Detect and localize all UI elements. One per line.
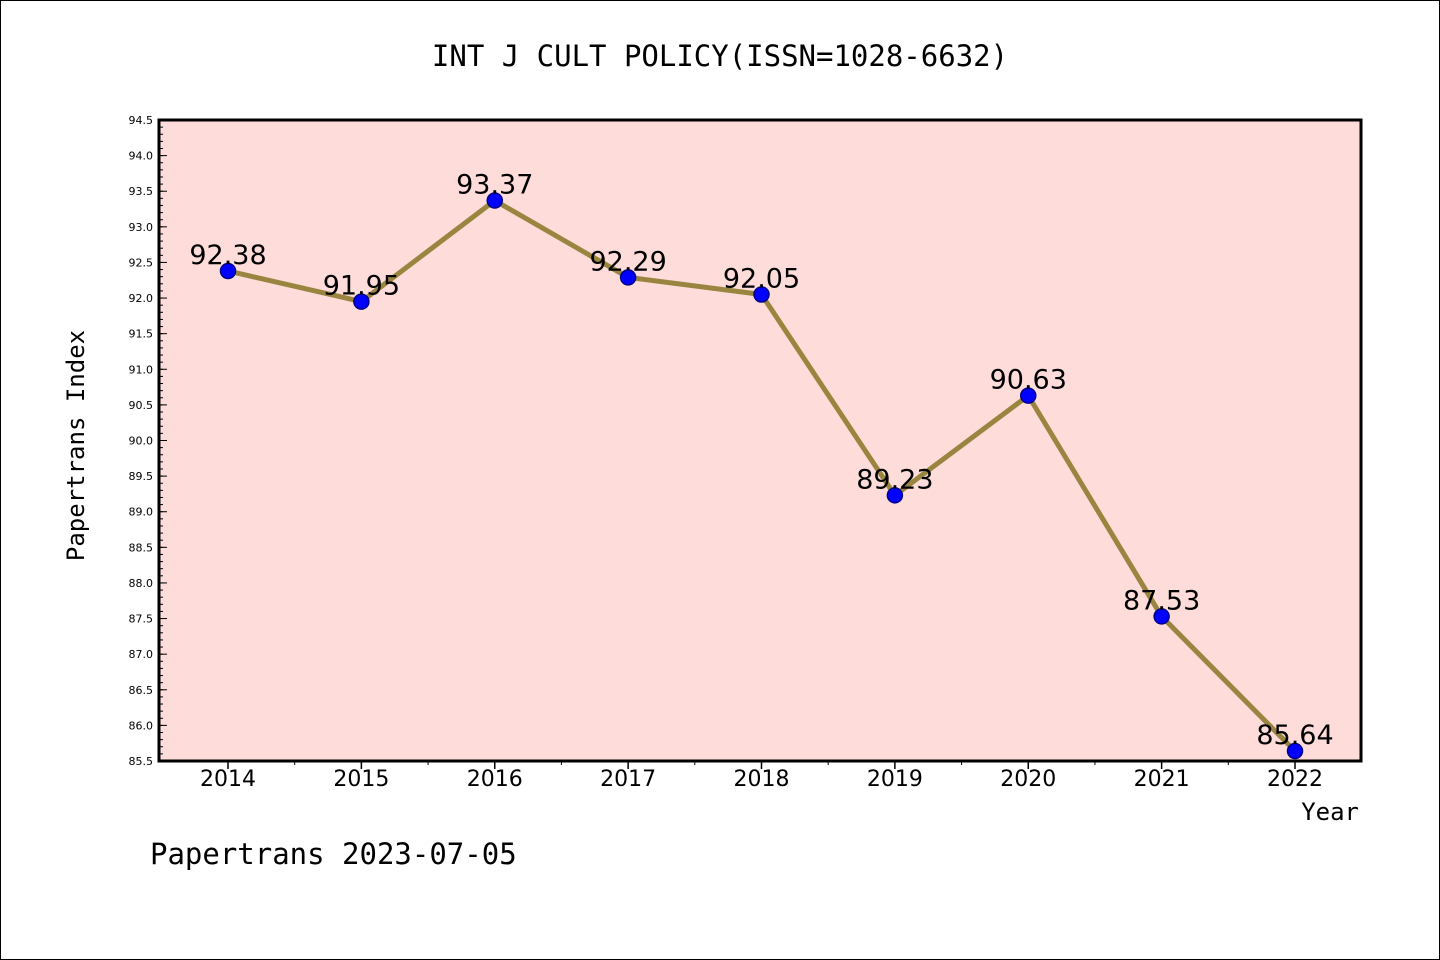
- y-tick-label: 90.5: [129, 399, 154, 412]
- y-tick-label: 86.0: [129, 719, 154, 732]
- data-label: 90.63: [990, 365, 1067, 396]
- x-tick-label: 2021: [1134, 767, 1190, 792]
- data-point: [753, 286, 770, 303]
- data-point: [353, 293, 370, 310]
- x-tick-label: 2015: [333, 767, 389, 792]
- x-tick-label: 2019: [867, 767, 923, 792]
- y-tick-label: 92.5: [129, 256, 154, 269]
- x-axis-tick-labels: 2014 2015 2016 2017 2018 2019 2020 2021 2022: [200, 767, 1323, 792]
- data-label: 89.23: [856, 464, 933, 495]
- y-tick-label: 92.0: [129, 292, 154, 305]
- y-tick-label: 93.5: [129, 185, 154, 198]
- y-tick-label: 87.5: [129, 613, 154, 626]
- data-label: 85.64: [1256, 720, 1333, 751]
- x-tick-label: 2014: [200, 767, 256, 792]
- data-point: [219, 262, 237, 280]
- plot-border: [157, 118, 1363, 763]
- x-axis-label: Year: [1301, 798, 1359, 826]
- chart-title: INT J CULT POLICY(ISSN=1028-6632): [432, 39, 1008, 73]
- x-tick-label: 2022: [1267, 767, 1323, 792]
- y-tick-label: 88.0: [129, 577, 154, 590]
- watermark-text: Papertrans 2023-07-05: [150, 837, 517, 871]
- y-tick-label: 85.5: [129, 755, 154, 768]
- data-point: [486, 192, 503, 209]
- data-point: [886, 487, 904, 504]
- data-point: [1153, 608, 1170, 625]
- y-tick-label: 88.5: [129, 541, 154, 554]
- y-tick-label: 90.0: [129, 435, 154, 448]
- data-label: 91.95: [323, 271, 400, 302]
- y-axis-label: Papertrans Index: [62, 330, 90, 561]
- y-tick-label: 94.5: [129, 114, 154, 127]
- x-tick-label: 2018: [734, 767, 790, 792]
- data-point: [619, 269, 637, 286]
- x-tick-label: 2016: [467, 767, 523, 792]
- y-axis-tick-labels: 85.5 86.0 86.5 87.0 87.5 88.0 88.5 89.0 89.5 90.0…: [129, 114, 154, 768]
- data-label: 93.37: [456, 169, 533, 200]
- x-tick-label: 2017: [600, 767, 656, 792]
- data-label: 87.53: [1123, 585, 1200, 616]
- data-label: 92.29: [589, 246, 666, 277]
- y-tick-label: 87.0: [129, 648, 154, 661]
- y-tick-label: 89.0: [129, 506, 154, 519]
- y-tick-label: 86.5: [129, 684, 154, 697]
- series-papertrans-index: [219, 192, 1304, 760]
- data-labels: 92.38 91.95 93.37 92.29 92.05 89.23 90.63 87.53…: [189, 169, 1333, 751]
- data-label: 92.38: [189, 240, 266, 271]
- data-point: [1020, 387, 1037, 404]
- y-tick-label: 93.0: [129, 221, 154, 234]
- data-label: 92.05: [723, 263, 800, 294]
- x-tick-label: 2020: [1000, 767, 1056, 792]
- data-point: [1286, 742, 1304, 760]
- y-tick-label: 94.0: [129, 150, 154, 163]
- plot-area: [159, 120, 1361, 761]
- y-tick-label: 91.5: [129, 328, 154, 341]
- y-tick-label: 91.0: [129, 363, 154, 376]
- y-tick-label: 89.5: [129, 470, 154, 483]
